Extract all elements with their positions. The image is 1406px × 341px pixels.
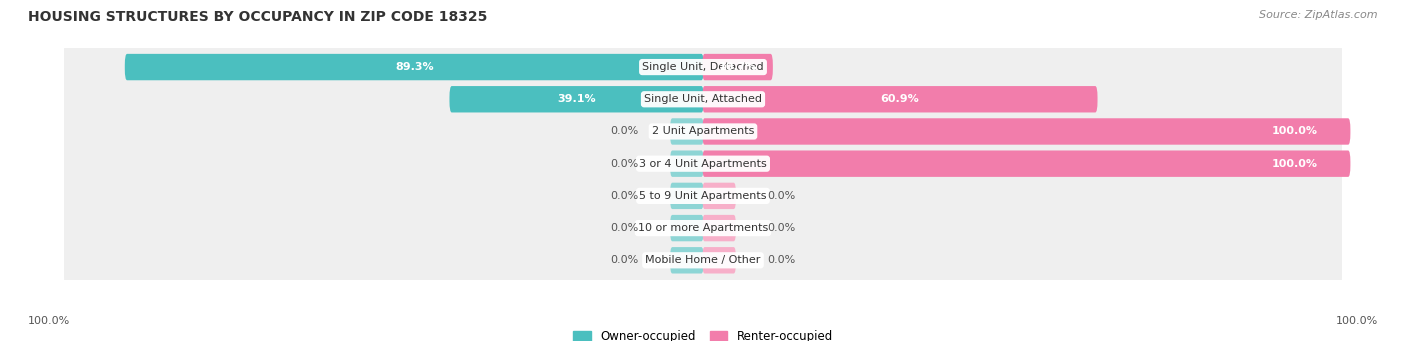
Text: 100.0%: 100.0% — [28, 315, 70, 326]
FancyBboxPatch shape — [65, 74, 1341, 124]
Text: 3 or 4 Unit Apartments: 3 or 4 Unit Apartments — [640, 159, 766, 169]
Text: HOUSING STRUCTURES BY OCCUPANCY IN ZIP CODE 18325: HOUSING STRUCTURES BY OCCUPANCY IN ZIP C… — [28, 10, 488, 24]
FancyBboxPatch shape — [65, 170, 1341, 221]
Text: 0.0%: 0.0% — [768, 255, 796, 265]
Text: 0.0%: 0.0% — [768, 191, 796, 201]
Text: 10 or more Apartments: 10 or more Apartments — [638, 223, 768, 233]
Text: Single Unit, Detached: Single Unit, Detached — [643, 62, 763, 72]
FancyBboxPatch shape — [703, 150, 1350, 177]
Text: 2 Unit Apartments: 2 Unit Apartments — [652, 127, 754, 136]
Text: 60.9%: 60.9% — [880, 94, 920, 104]
FancyBboxPatch shape — [671, 247, 703, 273]
FancyBboxPatch shape — [671, 215, 703, 241]
Text: 0.0%: 0.0% — [610, 191, 638, 201]
FancyBboxPatch shape — [703, 54, 773, 80]
Text: Source: ZipAtlas.com: Source: ZipAtlas.com — [1260, 10, 1378, 20]
FancyBboxPatch shape — [450, 86, 703, 113]
FancyBboxPatch shape — [671, 118, 703, 145]
Text: Single Unit, Attached: Single Unit, Attached — [644, 94, 762, 104]
FancyBboxPatch shape — [703, 183, 735, 209]
Text: 100.0%: 100.0% — [1271, 127, 1317, 136]
Text: Mobile Home / Other: Mobile Home / Other — [645, 255, 761, 265]
FancyBboxPatch shape — [125, 54, 703, 80]
Text: 10.7%: 10.7% — [718, 62, 756, 72]
Text: 0.0%: 0.0% — [610, 223, 638, 233]
Text: 5 to 9 Unit Apartments: 5 to 9 Unit Apartments — [640, 191, 766, 201]
FancyBboxPatch shape — [65, 138, 1341, 189]
FancyBboxPatch shape — [65, 235, 1341, 285]
Text: 39.1%: 39.1% — [557, 94, 596, 104]
FancyBboxPatch shape — [65, 42, 1341, 92]
Text: 100.0%: 100.0% — [1271, 159, 1317, 169]
Text: 100.0%: 100.0% — [1336, 315, 1378, 326]
FancyBboxPatch shape — [703, 215, 735, 241]
FancyBboxPatch shape — [65, 106, 1341, 157]
Text: 0.0%: 0.0% — [610, 255, 638, 265]
FancyBboxPatch shape — [65, 203, 1341, 253]
FancyBboxPatch shape — [703, 118, 1350, 145]
FancyBboxPatch shape — [703, 86, 1098, 113]
Text: 0.0%: 0.0% — [610, 159, 638, 169]
Text: 89.3%: 89.3% — [395, 62, 433, 72]
FancyBboxPatch shape — [703, 247, 735, 273]
Text: 0.0%: 0.0% — [610, 127, 638, 136]
FancyBboxPatch shape — [671, 150, 703, 177]
Text: 0.0%: 0.0% — [768, 223, 796, 233]
Legend: Owner-occupied, Renter-occupied: Owner-occupied, Renter-occupied — [568, 325, 838, 341]
FancyBboxPatch shape — [671, 183, 703, 209]
